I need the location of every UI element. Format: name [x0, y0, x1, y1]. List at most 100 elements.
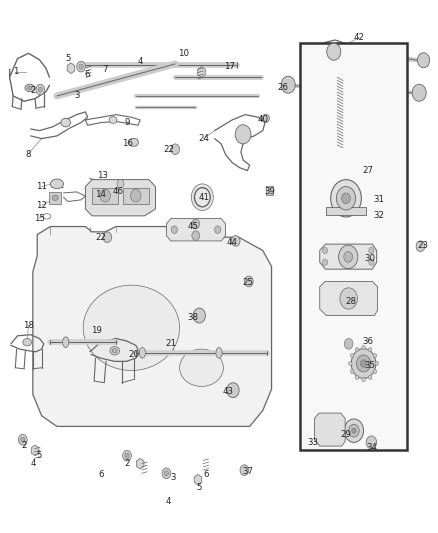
Circle shape [327, 43, 341, 60]
Bar [326, 207, 366, 215]
Text: 2: 2 [124, 459, 130, 468]
Ellipse shape [129, 139, 138, 147]
Text: 12: 12 [36, 201, 47, 209]
Circle shape [125, 453, 129, 458]
Text: 30: 30 [364, 254, 376, 263]
Text: 17: 17 [224, 62, 236, 71]
Circle shape [38, 87, 42, 92]
Text: 34: 34 [367, 443, 378, 452]
Circle shape [350, 353, 354, 358]
Circle shape [350, 369, 354, 374]
Circle shape [191, 184, 213, 211]
Ellipse shape [109, 117, 117, 124]
Text: 23: 23 [417, 241, 428, 249]
Text: 27: 27 [362, 166, 374, 175]
Circle shape [262, 114, 269, 123]
Text: 31: 31 [373, 196, 385, 204]
Text: 42: 42 [353, 33, 365, 42]
Circle shape [344, 338, 353, 349]
Circle shape [344, 419, 364, 442]
Circle shape [362, 377, 365, 382]
Circle shape [192, 219, 200, 229]
Text: 11: 11 [36, 182, 47, 191]
Ellipse shape [50, 179, 64, 189]
Text: 9: 9 [124, 118, 130, 127]
Polygon shape [166, 219, 226, 241]
Ellipse shape [23, 338, 32, 346]
Circle shape [369, 259, 374, 265]
Circle shape [131, 189, 141, 202]
Circle shape [368, 348, 372, 352]
Circle shape [360, 360, 367, 367]
Polygon shape [320, 281, 378, 316]
Circle shape [240, 465, 249, 475]
Text: 20: 20 [128, 350, 139, 359]
Text: 16: 16 [121, 140, 133, 148]
Text: 28: 28 [345, 297, 356, 305]
Circle shape [235, 125, 251, 144]
Circle shape [417, 53, 430, 68]
Circle shape [355, 348, 359, 352]
Text: 33: 33 [307, 438, 319, 447]
Circle shape [339, 245, 358, 269]
Bar [92, 188, 118, 204]
Circle shape [18, 434, 27, 445]
Circle shape [123, 450, 131, 461]
Text: 1: 1 [13, 68, 18, 76]
Bar [300, 43, 407, 450]
Polygon shape [85, 180, 155, 216]
Text: 2: 2 [21, 441, 27, 449]
Text: 6: 6 [203, 470, 208, 479]
Circle shape [77, 61, 85, 72]
Circle shape [281, 76, 295, 93]
Circle shape [36, 84, 45, 95]
Text: 39: 39 [264, 188, 275, 196]
Text: 10: 10 [178, 49, 190, 58]
Circle shape [215, 226, 221, 233]
Circle shape [369, 247, 374, 254]
Polygon shape [33, 227, 272, 426]
Text: 3: 3 [170, 473, 176, 481]
Bar [266, 186, 273, 195]
Text: 40: 40 [257, 116, 268, 124]
Text: 35: 35 [364, 361, 376, 369]
Text: 18: 18 [23, 321, 34, 329]
Circle shape [117, 180, 124, 188]
Text: 38: 38 [187, 313, 198, 321]
Circle shape [322, 259, 328, 265]
Ellipse shape [112, 349, 117, 353]
Circle shape [336, 187, 356, 210]
Text: 26: 26 [277, 84, 288, 92]
Circle shape [231, 236, 240, 246]
Circle shape [373, 353, 377, 358]
Circle shape [351, 349, 376, 378]
Ellipse shape [63, 337, 69, 348]
Text: 4: 4 [30, 459, 35, 468]
Circle shape [355, 375, 359, 379]
Circle shape [79, 64, 83, 69]
Text: 45: 45 [187, 222, 198, 231]
Text: 37: 37 [242, 467, 253, 476]
Text: 19: 19 [91, 326, 102, 335]
Circle shape [192, 231, 200, 240]
Bar [49, 192, 61, 204]
Text: 6: 6 [85, 70, 90, 79]
Polygon shape [320, 244, 377, 269]
Circle shape [412, 84, 426, 101]
Ellipse shape [83, 285, 180, 370]
Circle shape [171, 226, 177, 233]
Circle shape [342, 193, 350, 204]
Circle shape [349, 424, 359, 437]
Circle shape [193, 308, 205, 323]
Circle shape [171, 144, 180, 155]
Text: 6: 6 [98, 470, 103, 479]
Text: 25: 25 [242, 278, 253, 287]
Text: 4: 4 [166, 497, 171, 505]
Text: 32: 32 [373, 212, 385, 220]
Ellipse shape [110, 346, 120, 355]
Text: 43: 43 [222, 387, 233, 396]
Text: 36: 36 [362, 337, 374, 345]
Circle shape [100, 189, 110, 202]
Circle shape [227, 383, 239, 398]
Ellipse shape [25, 84, 35, 92]
